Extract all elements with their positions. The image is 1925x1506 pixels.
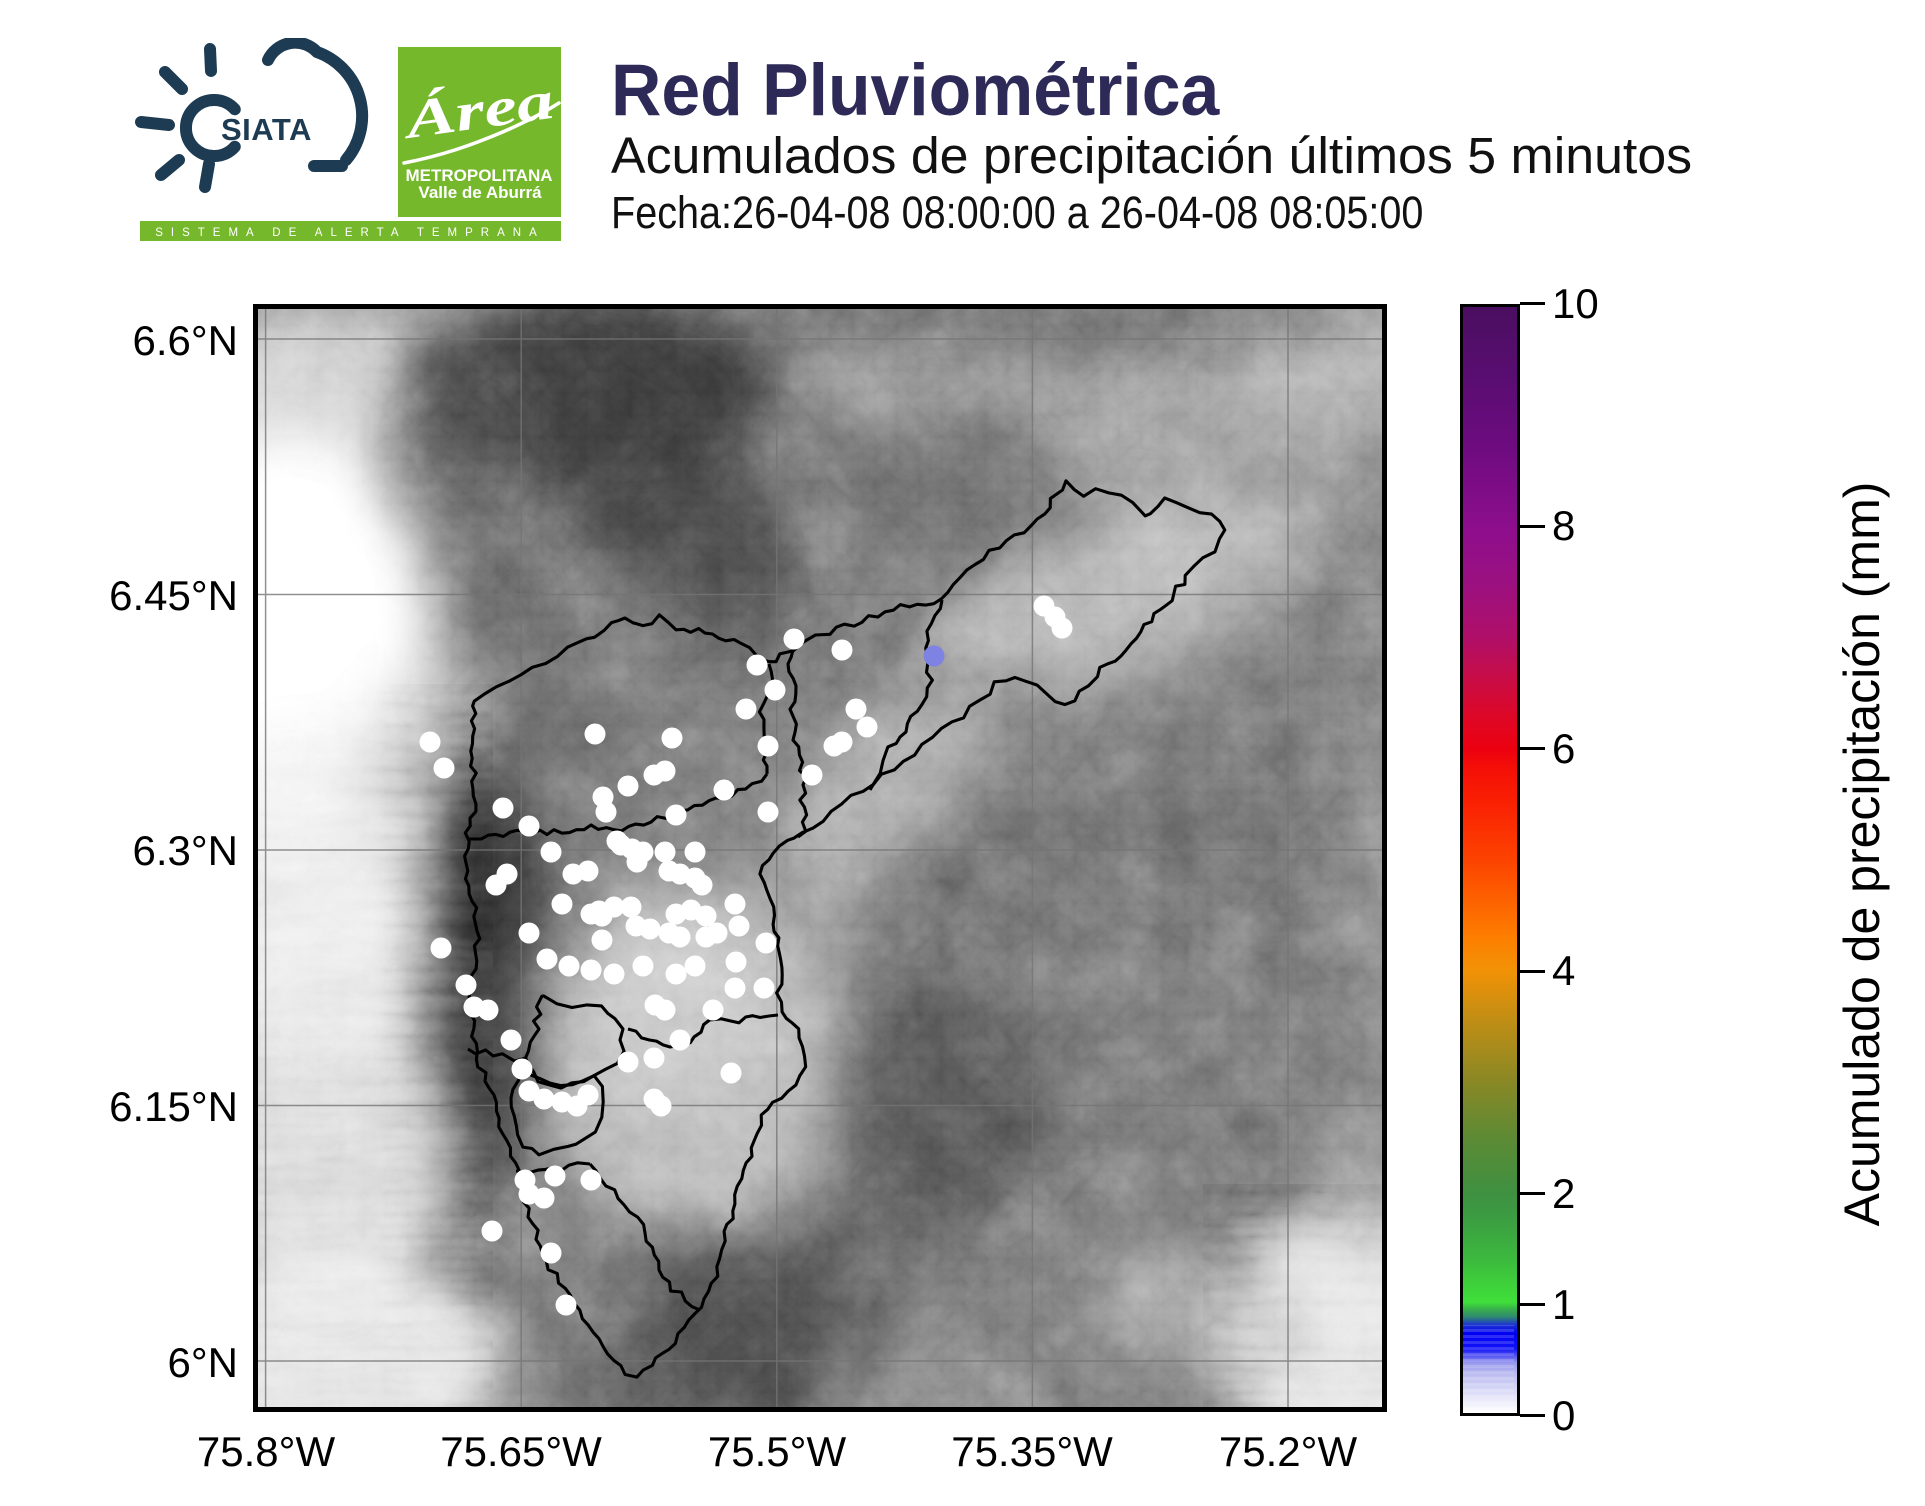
svg-text:Valle de Aburrá: Valle de Aburrá (418, 183, 542, 202)
svg-text:METROPOLITANA: METROPOLITANA (405, 166, 552, 185)
svg-text:SISTEMA DE ALERTA TEMPRANA: SISTEMA DE ALERTA TEMPRANA (155, 227, 545, 239)
svg-text:SIATA: SIATA (221, 112, 312, 147)
